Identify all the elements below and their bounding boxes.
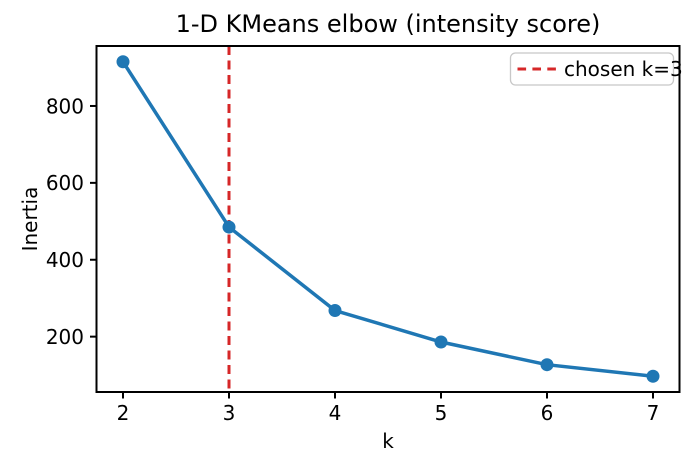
legend-box [509, 52, 675, 86]
x-tick-label: 3 [223, 401, 236, 425]
inertia-line [121, 60, 654, 378]
data-point-marker [434, 335, 448, 349]
y-tick-label: 400 [46, 248, 84, 272]
legend: chosen k=3 [509, 52, 683, 86]
x-tick-label: 5 [435, 401, 448, 425]
x-tick-label: 4 [329, 401, 342, 425]
legend-label: chosen k=3 [564, 57, 683, 81]
y-axis-label: Inertia [18, 187, 42, 252]
axes-frame [95, 45, 681, 393]
y-tick-label: 600 [46, 171, 84, 195]
inertia-series-layer [116, 55, 660, 383]
x-tick-label: 7 [647, 401, 660, 425]
data-point-marker [540, 358, 554, 372]
x-axis-ticks: 2 3 4 5 6 7 [117, 392, 660, 425]
y-axis-ticks: 200 400 600 800 [46, 94, 97, 349]
data-point-marker [646, 369, 660, 383]
data-point-marker [222, 220, 236, 234]
x-tick-label: 2 [117, 401, 130, 425]
x-axis-label: k [382, 429, 394, 453]
data-point-marker [116, 55, 130, 69]
y-tick-label: 800 [46, 94, 84, 118]
y-tick-label: 200 [46, 325, 84, 349]
x-tick-label: 6 [541, 401, 554, 425]
data-point-marker [328, 303, 342, 317]
chart-title: 1-D KMeans elbow (intensity score) [176, 10, 601, 38]
